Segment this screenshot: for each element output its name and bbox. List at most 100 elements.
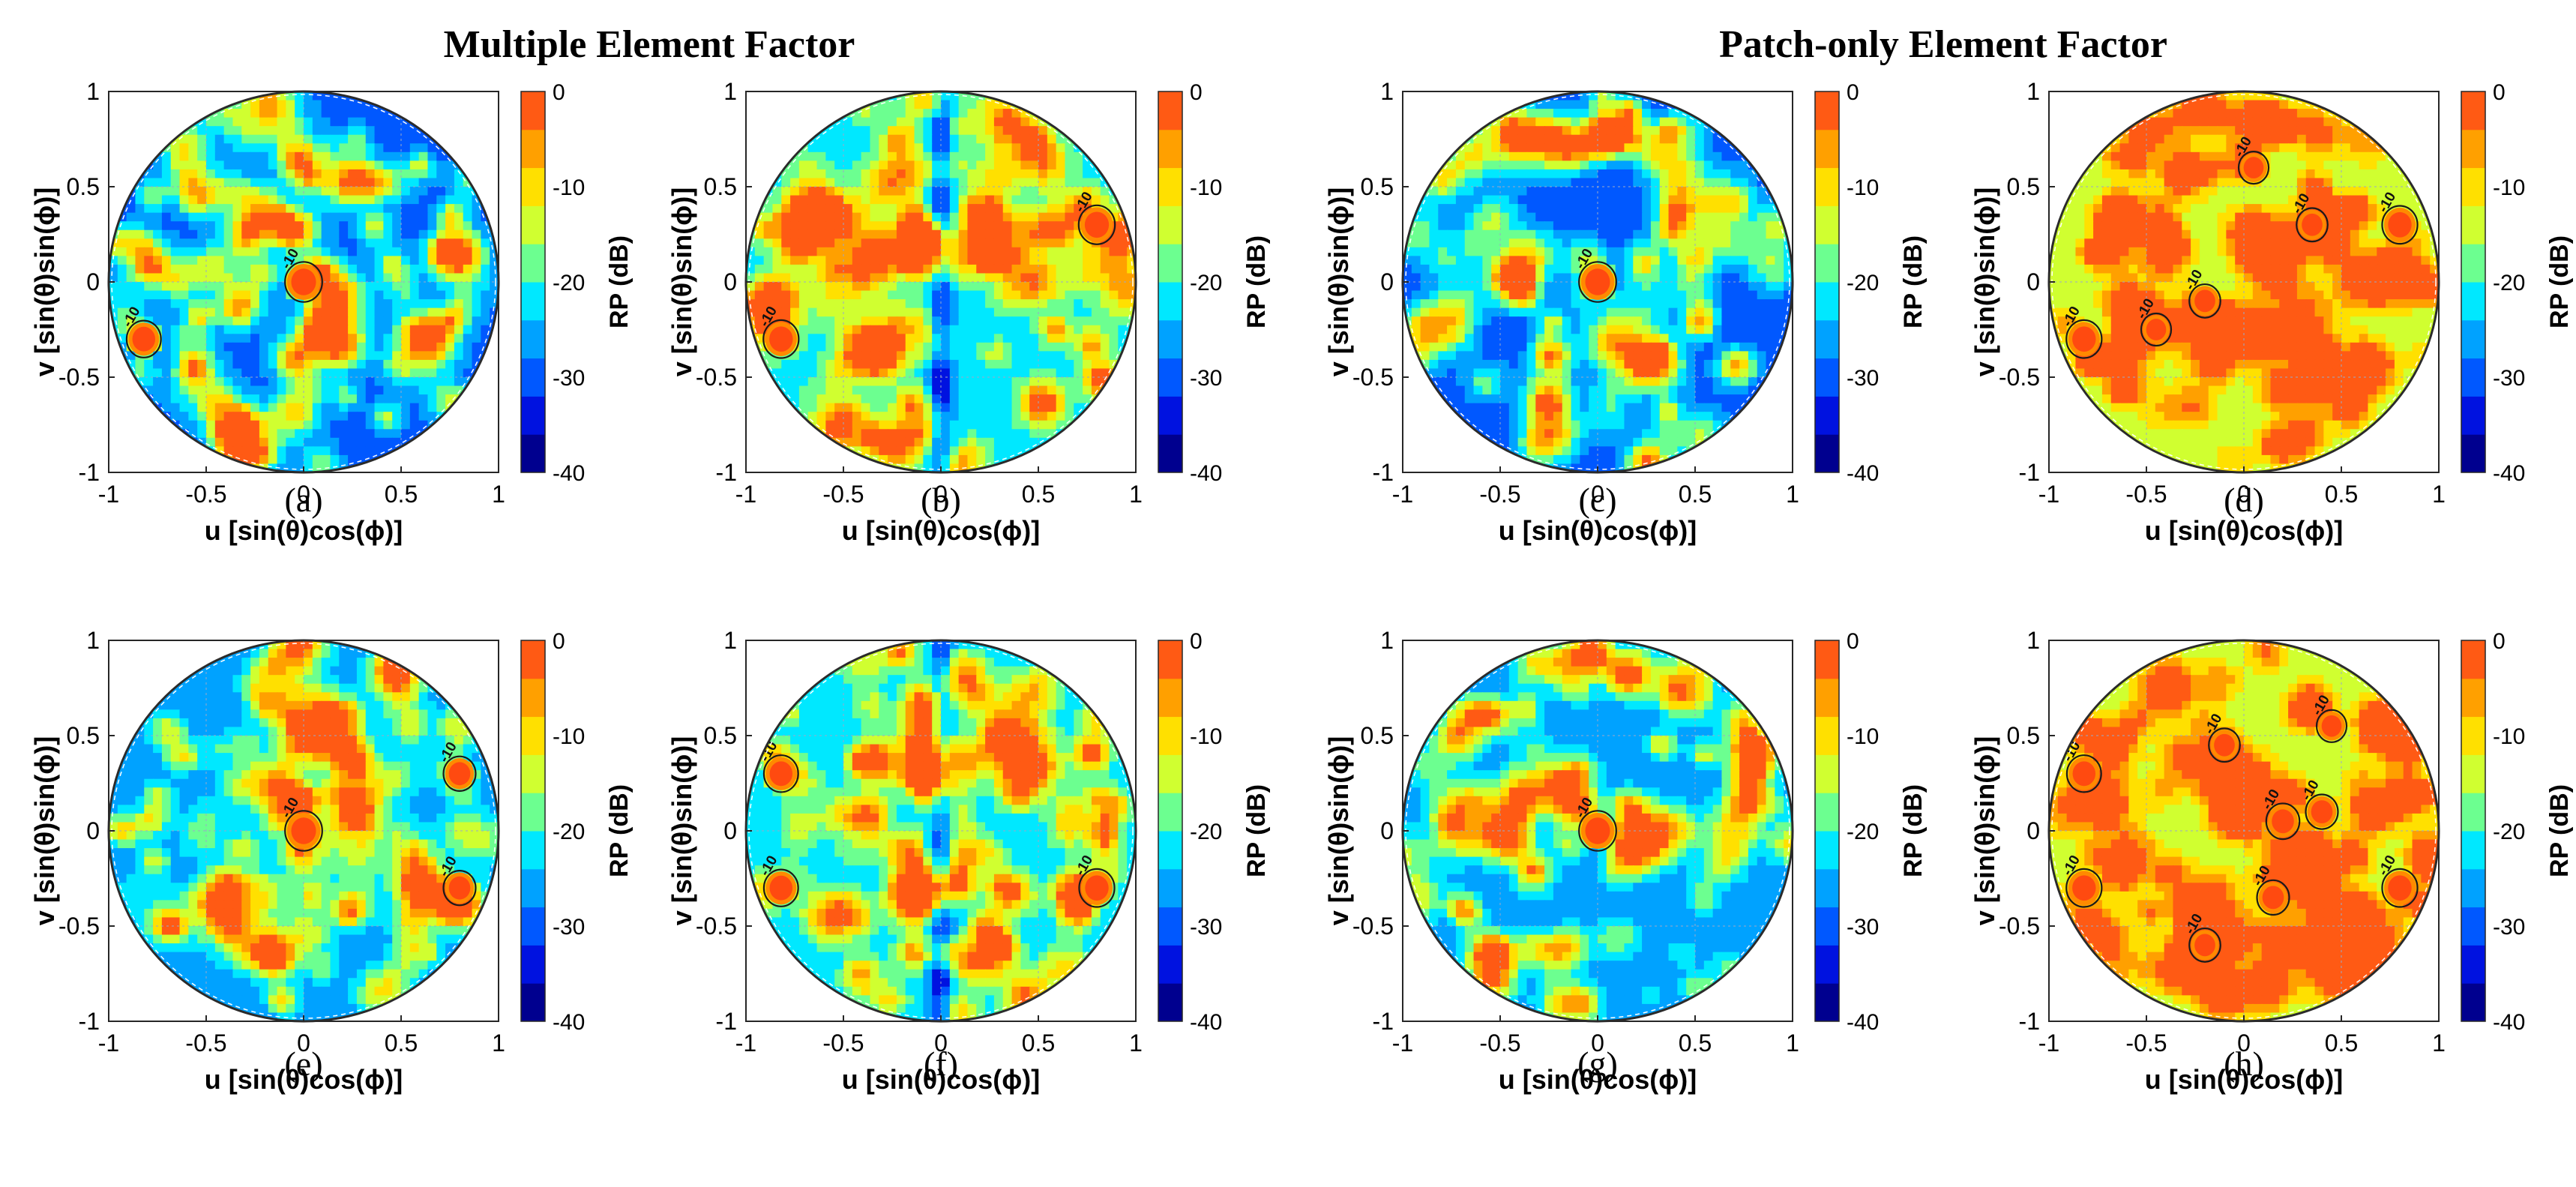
heatmap-cell xyxy=(1011,178,1022,187)
heatmap-cell xyxy=(1491,229,1501,240)
heatmap-cell xyxy=(401,429,411,439)
heatmap-cell xyxy=(1100,247,1110,257)
heatmap-cell xyxy=(1571,100,1581,109)
heatmap-cell xyxy=(1624,160,1634,170)
heatmap-cell xyxy=(1677,212,1687,222)
heatmap-cell xyxy=(259,151,269,162)
heatmap-cell xyxy=(1712,221,1723,231)
heatmap-cell xyxy=(949,282,960,292)
heatmap-cell xyxy=(232,264,243,274)
heatmap-cell xyxy=(1633,143,1643,153)
heatmap-cell xyxy=(790,169,800,179)
heatmap-cell xyxy=(914,221,924,231)
heatmap-cell xyxy=(914,126,924,136)
heatmap-cell xyxy=(1056,143,1066,153)
heatmap-cell xyxy=(135,359,145,370)
heatmap-cell xyxy=(1127,273,1136,283)
heatmap-cell xyxy=(781,264,791,274)
heatmap-cell xyxy=(1633,109,1643,118)
heatmap-cell xyxy=(472,334,482,343)
heatmap-cell xyxy=(1695,256,1705,265)
heatmap-cell xyxy=(1056,351,1066,361)
heatmap-cell xyxy=(241,394,251,404)
heatmap-cell xyxy=(790,256,800,265)
heatmap-cell xyxy=(993,273,1004,283)
heatmap-cell xyxy=(153,195,163,205)
heatmap-cell xyxy=(949,100,960,109)
heatmap-cell xyxy=(188,394,198,404)
heatmap-cell xyxy=(1029,385,1039,395)
heatmap-cell xyxy=(1598,212,1607,222)
heatmap-cell xyxy=(879,212,888,222)
heatmap-cell xyxy=(923,160,933,170)
heatmap-cell xyxy=(179,160,190,170)
heatmap-cell xyxy=(1730,238,1740,248)
heatmap-cell xyxy=(1491,273,1501,283)
heatmap-cell xyxy=(754,325,765,335)
heatmap-cell xyxy=(445,316,455,326)
heatmap-cell xyxy=(241,134,251,145)
heatmap-cell xyxy=(330,394,340,404)
heatmap-cell xyxy=(1065,212,1075,222)
heatmap-cell xyxy=(1065,359,1075,370)
heatmap-cell xyxy=(232,109,243,118)
heatmap-cell xyxy=(250,109,260,118)
heatmap-cell xyxy=(418,359,429,370)
heatmap-cell xyxy=(197,264,207,274)
heatmap-cell xyxy=(161,385,172,395)
heatmap-cell xyxy=(896,117,906,127)
heatmap-cell xyxy=(923,187,933,196)
heatmap-cell xyxy=(1712,247,1723,257)
heatmap-cell xyxy=(1455,273,1466,283)
heatmap-cell xyxy=(1011,290,1022,300)
heatmap-cell xyxy=(232,368,243,378)
heatmap-cell xyxy=(861,437,871,448)
heatmap-cell xyxy=(896,273,906,283)
heatmap-cell xyxy=(268,160,278,170)
heatmap-cell xyxy=(958,247,969,257)
heatmap-cell xyxy=(392,178,402,187)
heatmap-cell xyxy=(790,385,800,395)
heatmap-cell xyxy=(1029,178,1039,187)
heatmap-cell xyxy=(259,454,269,465)
heatmap-cell xyxy=(896,238,906,248)
heatmap-cell xyxy=(1056,359,1066,370)
heatmap-cell xyxy=(879,437,888,448)
heatmap-cell xyxy=(1580,256,1589,265)
heatmap-cell xyxy=(214,403,225,412)
heatmap-cell xyxy=(365,229,376,240)
heatmap-cell xyxy=(418,204,429,214)
x-tick-label: -0.5 xyxy=(185,481,226,508)
heatmap-cell xyxy=(339,446,349,456)
heatmap-cell xyxy=(816,325,827,335)
heatmap-cell xyxy=(312,351,322,361)
heatmap-cell xyxy=(223,247,234,257)
heatmap-cell xyxy=(1002,325,1013,335)
heatmap-cell xyxy=(445,238,455,248)
heatmap-cell xyxy=(1668,160,1679,170)
heatmap-cell xyxy=(879,134,888,145)
heatmap-cell xyxy=(825,359,835,370)
heatmap-cell xyxy=(1544,282,1554,292)
heatmap-cell xyxy=(365,195,376,205)
heatmap-cell xyxy=(330,359,340,370)
heatmap-cell xyxy=(277,316,287,326)
heatmap-cell xyxy=(1757,238,1767,248)
heatmap-cell xyxy=(1544,117,1554,127)
heatmap-cell xyxy=(295,195,304,205)
heatmap-cell xyxy=(214,299,225,309)
heatmap-cell xyxy=(321,100,331,109)
heatmap-cell xyxy=(1429,273,1439,283)
heatmap-cell xyxy=(206,126,216,136)
heatmap-cell xyxy=(1642,134,1652,145)
heatmap-cell xyxy=(1473,247,1484,257)
heatmap-cell xyxy=(1438,187,1448,196)
heatmap-cell xyxy=(1047,342,1057,352)
heatmap-cell xyxy=(206,195,216,205)
heatmap-cell xyxy=(852,316,862,326)
heatmap-cell xyxy=(1517,160,1528,170)
heatmap-cell xyxy=(392,420,402,430)
heatmap-cell xyxy=(214,160,225,170)
heatmap-cell xyxy=(365,307,376,317)
heatmap-cell xyxy=(1020,429,1030,439)
